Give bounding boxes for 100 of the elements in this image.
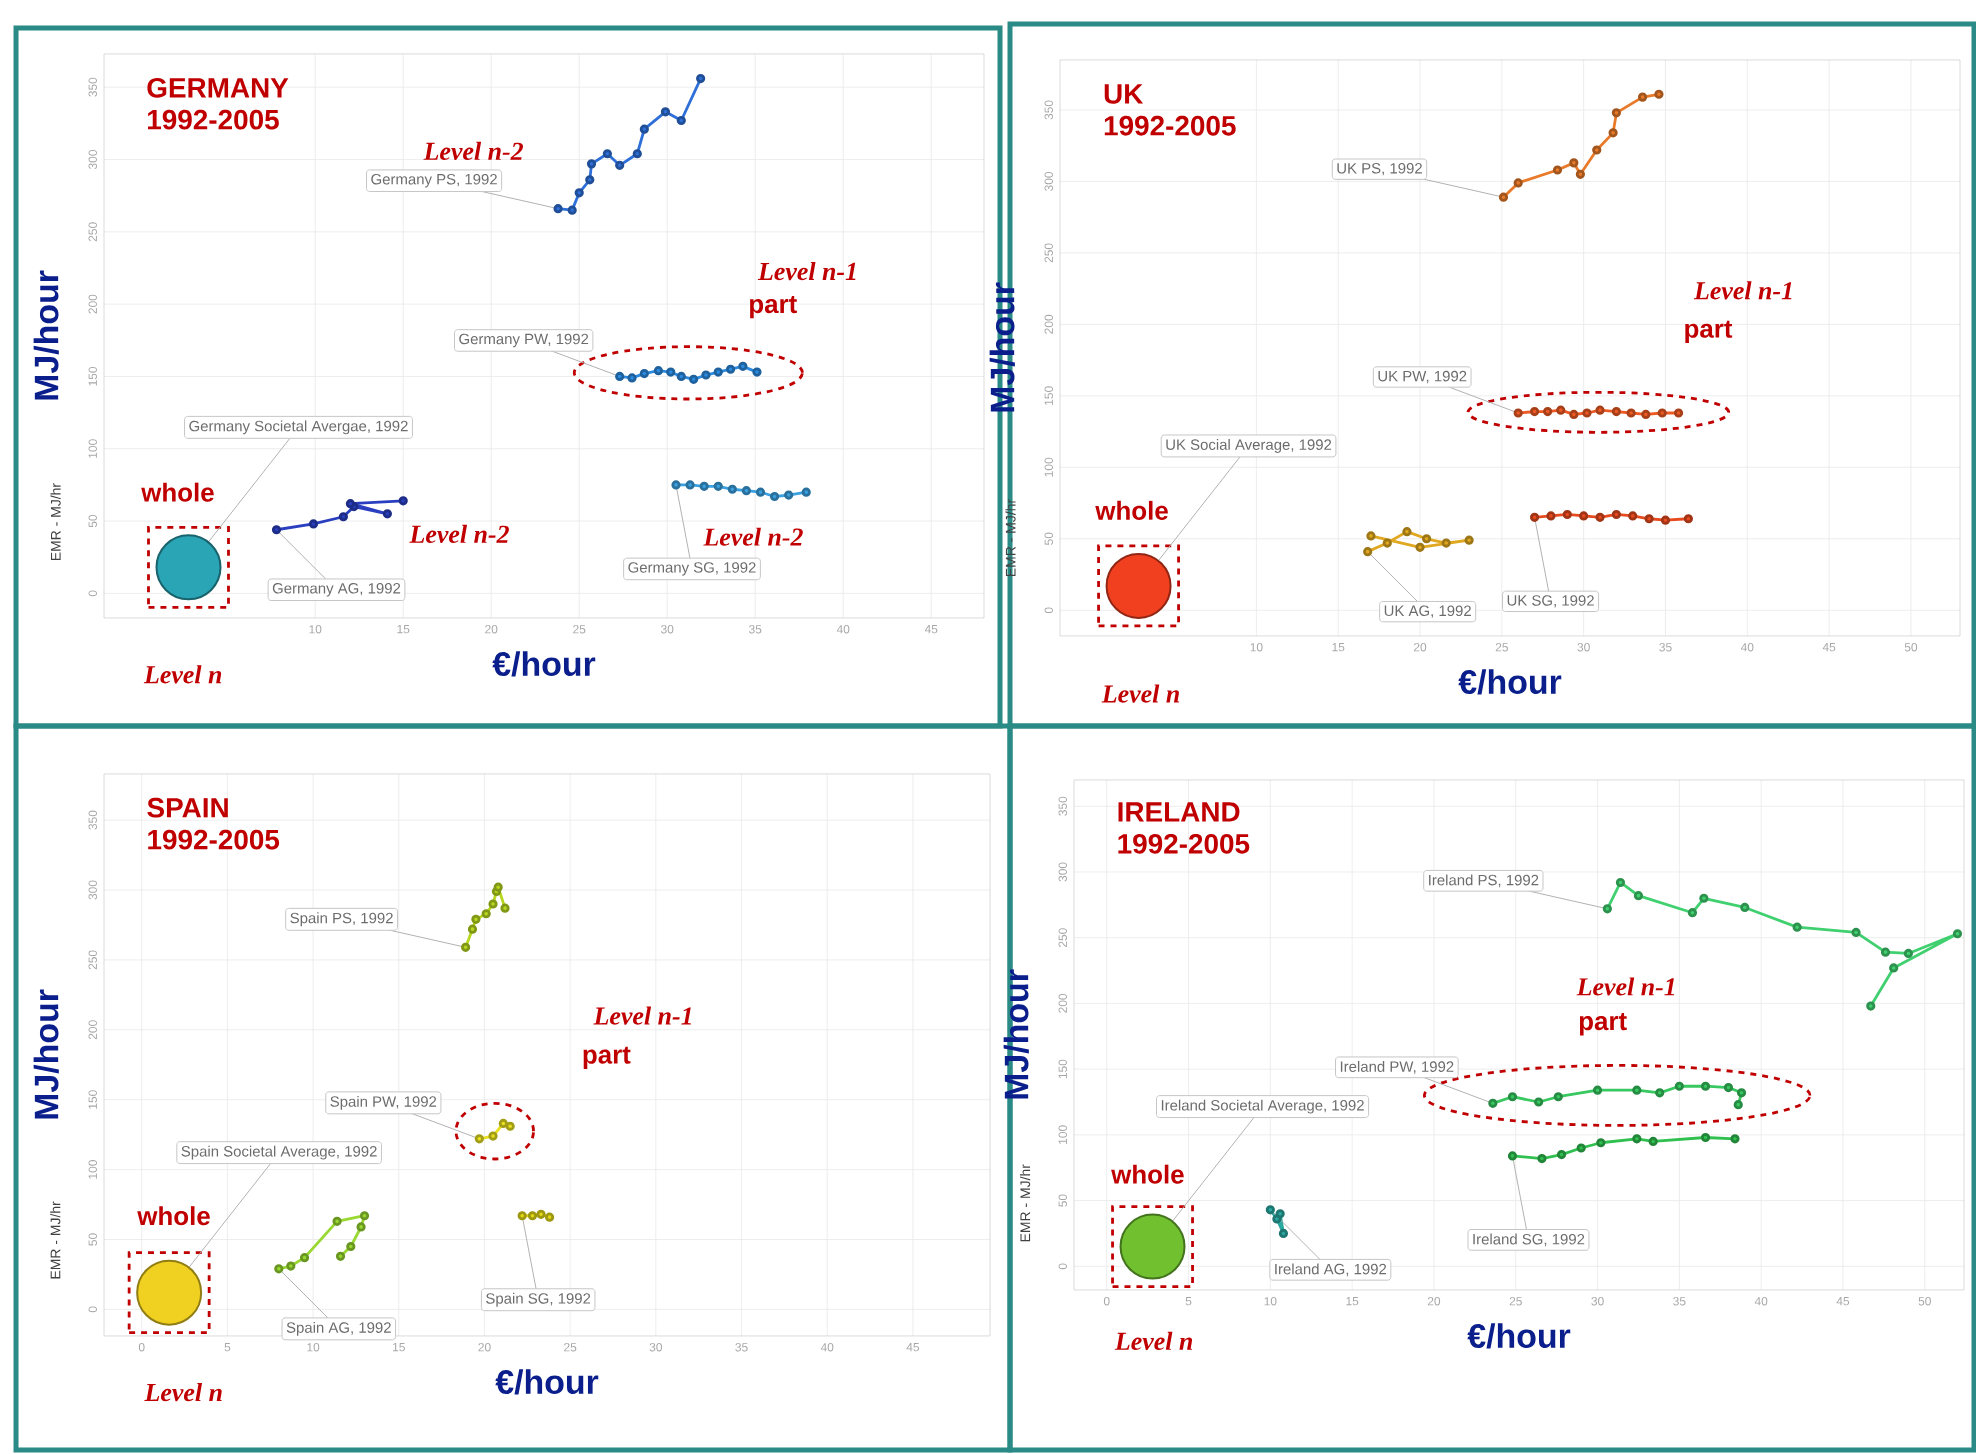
point	[1700, 1081, 1711, 1091]
point	[632, 149, 642, 159]
point	[685, 480, 695, 490]
text: Level n	[1101, 684, 1179, 703]
point	[1644, 514, 1654, 524]
point	[1363, 547, 1373, 557]
point	[517, 1211, 527, 1221]
point	[1673, 408, 1684, 418]
point	[676, 115, 686, 126]
point	[1543, 406, 1553, 417]
point	[359, 1211, 370, 1221]
point	[1648, 1136, 1658, 1147]
point	[615, 160, 625, 170]
point	[1513, 178, 1523, 188]
point	[1366, 531, 1376, 541]
point	[1792, 922, 1802, 932]
point	[274, 1264, 284, 1274]
point	[1595, 512, 1605, 522]
point	[1700, 1132, 1711, 1143]
point	[1488, 1098, 1498, 1108]
point	[738, 361, 748, 371]
point	[1880, 947, 1891, 957]
point	[536, 1209, 546, 1219]
text: UK	[1104, 84, 1144, 104]
text: GERMANY	[147, 77, 289, 98]
y-axis-title: MJ/hour	[33, 270, 59, 400]
point	[1441, 538, 1451, 548]
point	[338, 512, 348, 522]
point	[1632, 1134, 1642, 1144]
point	[689, 374, 699, 384]
point	[1889, 963, 1899, 973]
point	[727, 484, 737, 494]
point	[784, 490, 794, 500]
point	[471, 914, 481, 924]
text: 1992-2005	[1118, 833, 1250, 854]
point	[1556, 1149, 1567, 1160]
text: 1992-2005	[1104, 115, 1236, 136]
point	[299, 1253, 310, 1263]
text: Level n	[144, 1383, 222, 1402]
point	[356, 1222, 366, 1232]
point	[660, 107, 671, 117]
point	[1402, 527, 1412, 537]
point	[1723, 1082, 1734, 1093]
point	[1641, 409, 1651, 420]
y-axis-title: MJ/hour	[989, 282, 1015, 412]
text: Level n	[1114, 1331, 1193, 1351]
point	[602, 149, 612, 159]
point	[1952, 929, 1963, 939]
point	[1529, 406, 1540, 417]
y-axis-title: MJ/hour	[33, 989, 59, 1119]
point	[741, 486, 752, 496]
point	[1575, 169, 1585, 179]
point	[1529, 512, 1540, 522]
text: SPAIN	[147, 797, 228, 818]
point	[461, 942, 471, 952]
point	[1611, 509, 1621, 520]
y-axis-title: MJ/hour	[1003, 969, 1029, 1099]
point	[1556, 405, 1566, 415]
point	[553, 204, 563, 214]
point	[1637, 92, 1648, 102]
point	[676, 371, 686, 382]
point	[1595, 405, 1605, 415]
point	[701, 370, 711, 380]
annotation: whole	[1111, 1164, 1184, 1184]
x-axis-title: €/hour	[492, 651, 596, 677]
point	[1537, 1153, 1547, 1164]
annotation: Level n-2	[409, 524, 509, 544]
point	[1660, 515, 1671, 525]
x-axis-title: €/hour	[1467, 1323, 1571, 1349]
point	[1740, 902, 1750, 913]
point	[1866, 1001, 1876, 1011]
point	[1611, 108, 1621, 118]
annotation: part	[1685, 320, 1733, 343]
point	[574, 188, 584, 198]
point	[1602, 904, 1612, 914]
point	[755, 487, 766, 497]
annotation: Level n-1	[1576, 977, 1675, 996]
point	[725, 364, 736, 374]
point	[474, 1134, 484, 1144]
point	[1265, 1205, 1275, 1215]
point	[1415, 542, 1425, 552]
point	[1546, 511, 1556, 521]
point	[1569, 409, 1579, 420]
annotation: part	[1579, 1013, 1627, 1036]
text: Level n	[143, 665, 222, 684]
point	[1687, 908, 1698, 918]
point	[1851, 927, 1861, 938]
annotation: Level n-2	[423, 141, 523, 161]
point	[713, 367, 723, 377]
point	[505, 1121, 515, 1131]
point	[639, 368, 649, 379]
point	[1592, 1085, 1603, 1095]
annotation: Level n-1	[593, 1006, 691, 1025]
point	[1562, 509, 1572, 520]
point	[769, 491, 780, 502]
point	[1611, 406, 1621, 417]
point	[1592, 145, 1602, 155]
point	[332, 1216, 342, 1226]
annotation: part	[583, 1046, 631, 1069]
point	[1382, 538, 1392, 548]
